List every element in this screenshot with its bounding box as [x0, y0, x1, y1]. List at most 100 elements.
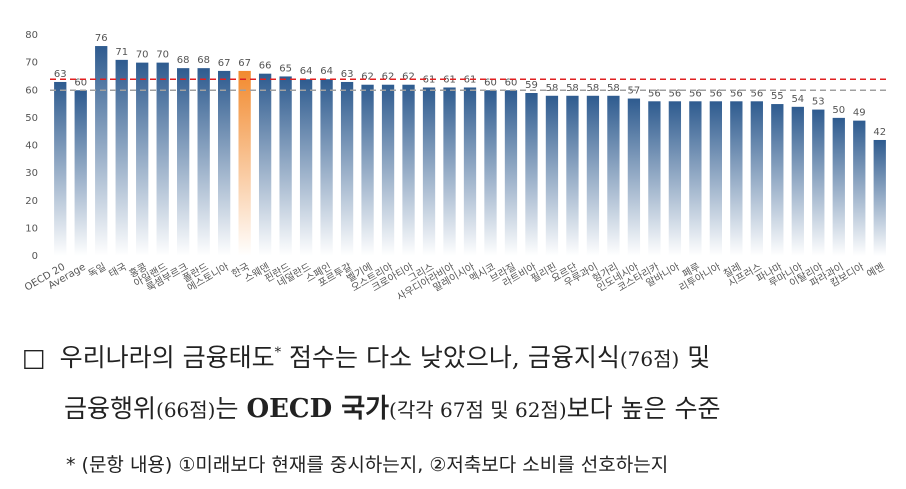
bar	[586, 95, 600, 257]
text: 보다 높은 수준	[566, 394, 721, 423]
bar	[545, 95, 559, 257]
value-label: 55	[771, 91, 784, 102]
bar	[156, 62, 169, 256]
value-label: 60	[484, 77, 497, 88]
value-label: 76	[95, 33, 108, 44]
bar	[709, 101, 722, 256]
bar	[340, 81, 354, 257]
value-label: 58	[607, 83, 620, 94]
value-label: 56	[750, 88, 763, 99]
y-tick-label: 50	[25, 113, 38, 124]
sup: *	[274, 345, 282, 361]
value-label: 68	[197, 55, 210, 66]
bar	[853, 120, 866, 256]
note: * (문항 내용) ①미래보다 현재를 중시하는지, ②저축보다 소비를 선호하…	[66, 454, 669, 476]
bar	[607, 95, 620, 257]
value-label: 50	[832, 105, 845, 116]
value-label: 65	[279, 63, 292, 74]
text: (66점)	[156, 398, 216, 422]
line-2: 금융행위(66점)는 OECD 국가(각각 67점 및 62점)보다 높은 수준	[64, 388, 721, 425]
bar	[320, 79, 333, 256]
value-label: 68	[177, 55, 190, 66]
value-label: 58	[546, 83, 559, 94]
value-label: 67	[238, 58, 251, 69]
value-label: 61	[443, 74, 456, 85]
bar	[484, 90, 497, 256]
x-tick-label: 예멘	[865, 261, 887, 281]
bar	[238, 70, 251, 256]
value-label: 54	[791, 94, 804, 105]
bar	[689, 101, 702, 256]
bar	[525, 93, 538, 256]
value-label: 62	[402, 72, 415, 83]
value-label: 56	[648, 88, 661, 99]
bar	[197, 68, 210, 257]
bar	[74, 90, 87, 256]
bar	[279, 76, 292, 256]
bar	[54, 81, 67, 257]
line-1: □ 우리나라의 금융태도* 점수는 다소 낮았으나, 금융지식(76점) 및	[22, 338, 710, 374]
value-label: 60	[505, 77, 518, 88]
value-label: 53	[812, 97, 825, 108]
bar	[299, 79, 313, 256]
y-tick-label: 30	[25, 168, 38, 179]
value-label: 67	[218, 58, 231, 69]
y-tick-label: 80	[25, 30, 38, 41]
y-tick-label: 0	[32, 251, 38, 262]
value-label: 70	[136, 50, 149, 61]
y-tick-label: 60	[25, 85, 38, 96]
text: 및	[679, 343, 711, 372]
x-tick-label: 태국	[107, 261, 129, 281]
value-label: 62	[382, 72, 395, 83]
bar	[136, 62, 149, 256]
value-label: 58	[587, 83, 600, 94]
x-tick-label: 독일	[86, 261, 108, 281]
value-label: 64	[300, 66, 313, 77]
bar	[95, 46, 108, 256]
bar	[381, 84, 395, 256]
bar	[648, 101, 661, 256]
bar	[504, 90, 518, 256]
value-label: 56	[709, 88, 722, 99]
text: 점수는 다소 낮았으나, 금융지식	[281, 343, 620, 372]
bar	[771, 104, 784, 256]
value-label: 61	[423, 74, 436, 85]
bar	[627, 98, 641, 256]
value-label: 71	[115, 47, 128, 58]
text: 금융행위	[64, 394, 157, 423]
value-label: 63	[341, 69, 354, 80]
value-label: 64	[320, 66, 333, 77]
text: 는	[215, 394, 247, 423]
bar	[566, 95, 579, 257]
value-label: 60	[74, 77, 87, 88]
bar	[258, 73, 272, 256]
bar	[361, 84, 374, 256]
value-label: 58	[566, 83, 579, 94]
value-label: 63	[54, 69, 67, 80]
text: OECD 국가	[246, 394, 390, 424]
bar	[422, 87, 436, 256]
bar	[812, 109, 825, 257]
value-label: 56	[689, 88, 702, 99]
value-label: 59	[525, 80, 538, 91]
value-label: 66	[259, 61, 272, 72]
text: (각각 67점 및 62점)	[389, 398, 567, 422]
value-label: 70	[156, 50, 169, 61]
bar	[873, 139, 886, 256]
bar	[791, 106, 804, 256]
bar	[668, 101, 682, 256]
value-label: 56	[730, 88, 743, 99]
y-tick-label: 70	[25, 58, 38, 69]
bullet: □	[22, 343, 46, 372]
bar	[218, 70, 231, 256]
bar	[463, 87, 477, 256]
value-label: 57	[628, 86, 641, 97]
bar	[402, 84, 415, 256]
y-tick-label: 40	[25, 141, 38, 152]
value-label: 62	[361, 72, 374, 83]
bar	[730, 101, 743, 256]
value-label: 42	[873, 127, 886, 138]
text: (76점)	[619, 347, 680, 371]
